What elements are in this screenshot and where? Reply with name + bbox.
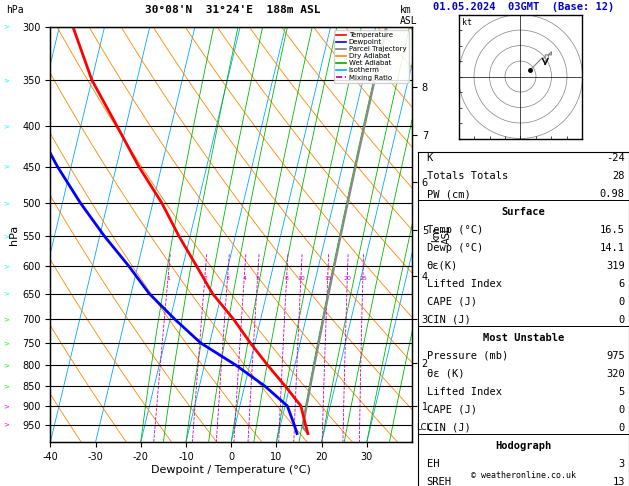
Text: >: >	[3, 383, 9, 389]
Text: 0.98: 0.98	[600, 189, 625, 199]
Text: >: >	[3, 24, 9, 30]
Y-axis label: km
ASL: km ASL	[431, 226, 452, 243]
Text: >: >	[3, 362, 9, 368]
Text: 20: 20	[343, 276, 352, 281]
Text: © weatheronline.co.uk: © weatheronline.co.uk	[471, 471, 576, 480]
Text: Totals Totals: Totals Totals	[426, 171, 508, 181]
Text: CAPE (J): CAPE (J)	[426, 297, 477, 307]
Text: LCL: LCL	[416, 423, 431, 432]
Text: 01.05.2024  03GMT  (Base: 12): 01.05.2024 03GMT (Base: 12)	[433, 2, 615, 13]
Text: 0: 0	[618, 315, 625, 325]
Text: CIN (J): CIN (J)	[426, 423, 470, 433]
Text: 14.1: 14.1	[600, 243, 625, 253]
Text: >: >	[3, 164, 9, 170]
Text: Temp (°C): Temp (°C)	[426, 225, 483, 235]
Text: 3: 3	[226, 276, 230, 281]
Text: >: >	[3, 340, 9, 346]
Text: 13: 13	[612, 477, 625, 486]
Text: 0: 0	[618, 405, 625, 415]
Text: K: K	[426, 153, 433, 163]
Text: 0: 0	[618, 423, 625, 433]
Text: >: >	[3, 316, 9, 322]
Text: >: >	[3, 77, 9, 83]
Text: -24: -24	[606, 153, 625, 163]
Text: >: >	[3, 421, 9, 428]
Text: 5: 5	[256, 276, 260, 281]
Text: >: >	[3, 200, 9, 206]
Text: 25: 25	[359, 276, 367, 281]
Text: 4: 4	[243, 276, 247, 281]
Text: 3: 3	[618, 459, 625, 469]
Text: CIN (J): CIN (J)	[426, 315, 470, 325]
Text: 5: 5	[618, 387, 625, 397]
Text: EH: EH	[426, 459, 439, 469]
Text: Hodograph: Hodograph	[496, 441, 552, 451]
Text: 0: 0	[618, 297, 625, 307]
Text: >: >	[3, 233, 9, 239]
Text: 6: 6	[618, 279, 625, 289]
Text: θε (K): θε (K)	[426, 369, 464, 379]
Text: θε(K): θε(K)	[426, 261, 458, 271]
Text: Pressure (mb): Pressure (mb)	[426, 351, 508, 361]
Text: 320: 320	[606, 369, 625, 379]
Text: >: >	[3, 123, 9, 129]
Text: >: >	[3, 291, 9, 296]
Text: 8: 8	[285, 276, 289, 281]
Text: Most Unstable: Most Unstable	[483, 333, 564, 343]
Text: Lifted Index: Lifted Index	[426, 387, 502, 397]
Legend: Temperature, Dewpoint, Parcel Trajectory, Dry Adiabat, Wet Adiabat, Isotherm, Mi: Temperature, Dewpoint, Parcel Trajectory…	[333, 30, 408, 83]
Text: 10: 10	[298, 276, 305, 281]
Text: 2: 2	[203, 276, 208, 281]
Text: 15: 15	[324, 276, 332, 281]
Text: 28: 28	[612, 171, 625, 181]
Text: kt: kt	[462, 17, 472, 27]
Text: 1: 1	[167, 276, 170, 281]
Text: km
ASL: km ASL	[399, 5, 417, 26]
Text: Dewp (°C): Dewp (°C)	[426, 243, 483, 253]
Text: SREH: SREH	[426, 477, 452, 486]
Text: Surface: Surface	[502, 207, 545, 217]
Text: PW (cm): PW (cm)	[426, 189, 470, 199]
Text: 30°08'N  31°24'E  188m ASL: 30°08'N 31°24'E 188m ASL	[145, 5, 321, 15]
Text: 975: 975	[606, 351, 625, 361]
Text: CAPE (J): CAPE (J)	[426, 405, 477, 415]
Y-axis label: hPa: hPa	[9, 225, 19, 244]
Text: 16.5: 16.5	[600, 225, 625, 235]
Text: Lifted Index: Lifted Index	[426, 279, 502, 289]
Text: >: >	[3, 263, 9, 269]
X-axis label: Dewpoint / Temperature (°C): Dewpoint / Temperature (°C)	[151, 465, 311, 475]
Text: hPa: hPa	[6, 5, 24, 15]
Text: 319: 319	[606, 261, 625, 271]
Text: >: >	[3, 403, 9, 409]
